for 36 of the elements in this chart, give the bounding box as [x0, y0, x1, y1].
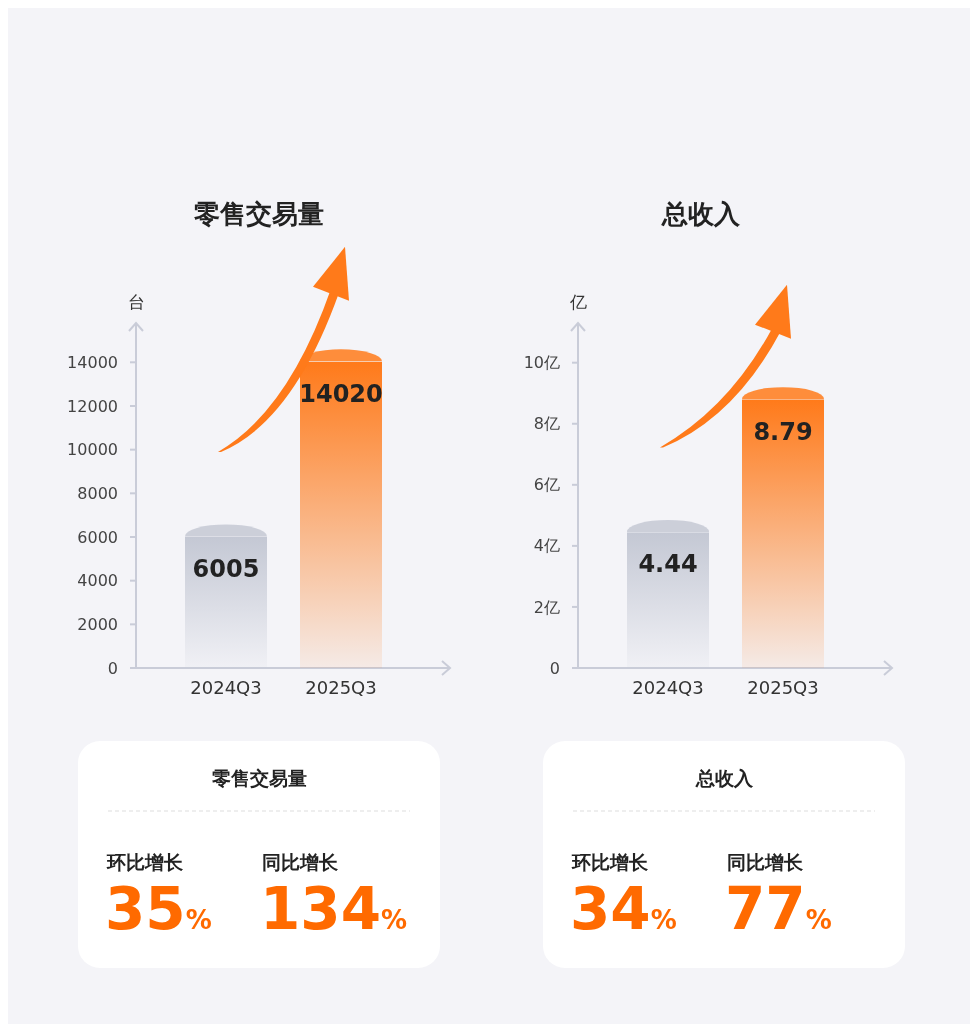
y-tick-label: 6000: [77, 527, 118, 547]
x-tick-label: 2024Q3: [632, 677, 704, 698]
y-tick-label: 2亿: [533, 597, 560, 617]
data-label: 14020: [299, 379, 383, 408]
y-tick-label: 4亿: [533, 536, 560, 556]
x-tick-label: 2025Q3: [747, 677, 819, 698]
y-tick-label: 2000: [77, 614, 118, 634]
data-label: 77%: [725, 875, 832, 943]
data-label: 6005: [192, 554, 260, 583]
y-tick-label: 8000: [77, 483, 118, 503]
chart-title: 零售交易量: [194, 199, 324, 229]
data-label: 134%: [260, 875, 408, 943]
y-tick-label: 4000: [77, 571, 118, 591]
category-label: 环比增长: [571, 851, 649, 873]
y-axis-title: 亿: [568, 292, 587, 312]
y-tick-label: 12000: [67, 396, 118, 416]
data-label: 34%: [570, 875, 677, 943]
y-tick-label: 0: [107, 658, 118, 678]
x-tick-label: 2025Q3: [305, 677, 377, 698]
text: 总收入: [694, 767, 754, 789]
data-label: 8.79: [753, 417, 813, 446]
data-label: 4.44: [638, 550, 698, 579]
y-tick-label: 8亿: [533, 414, 560, 434]
y-tick-label: 10000: [67, 440, 118, 460]
y-tick-label: 10亿: [523, 353, 560, 373]
x-tick-label: 2024Q3: [190, 677, 262, 698]
y-tick-label: 14000: [67, 352, 118, 372]
data-label: 35%: [105, 875, 212, 943]
y-tick-label: 0: [549, 658, 560, 678]
chart-title: 总收入: [661, 199, 741, 229]
category-label: 同比增长: [262, 851, 339, 873]
y-tick-label: 6亿: [533, 475, 560, 495]
category-label: 环比增长: [106, 851, 184, 873]
text: 零售交易量: [211, 767, 307, 789]
category-label: 同比增长: [727, 851, 804, 873]
y-axis-title: 台: [127, 292, 145, 312]
